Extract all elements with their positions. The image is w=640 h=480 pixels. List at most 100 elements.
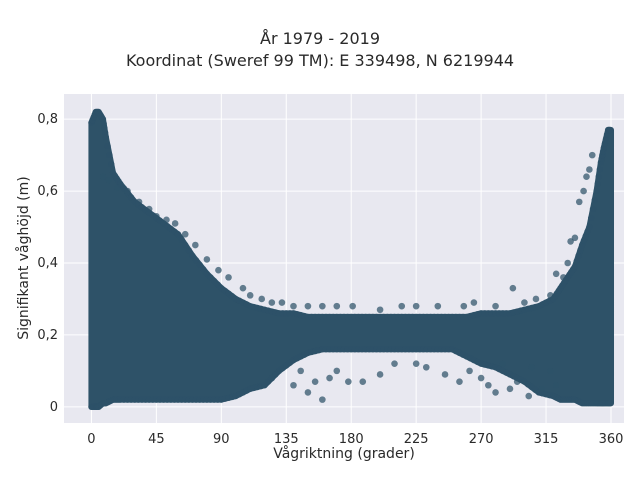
x-tick-label: 360 [599, 432, 624, 447]
data-point [108, 160, 115, 168]
data-point [492, 302, 499, 310]
data-point [412, 302, 420, 310]
data-point [567, 238, 574, 245]
x-tick-label: 135 [274, 432, 299, 447]
data-point [595, 173, 602, 180]
data-point [278, 299, 286, 306]
y-tick-label: 0,6 [37, 184, 58, 199]
data-point [591, 196, 598, 204]
data-point [290, 381, 297, 389]
data-point [571, 234, 579, 242]
data-point [589, 205, 597, 213]
data-point [547, 367, 554, 375]
data-point [127, 194, 135, 201]
data-point [104, 142, 111, 150]
data-point [203, 256, 211, 263]
y-tick-label: 0,4 [37, 256, 58, 271]
data-point [225, 274, 232, 281]
data-point [304, 389, 312, 396]
data-point [509, 284, 517, 292]
data-point [466, 367, 473, 375]
data-point [102, 133, 110, 141]
data-point [268, 299, 276, 306]
data-point [571, 263, 579, 270]
data-point [114, 184, 121, 191]
y-tick-label: 0,2 [37, 328, 58, 343]
data-point [181, 230, 189, 238]
data-point [398, 302, 406, 310]
data-point [192, 257, 200, 264]
y-tick-labels: 0 0,2 0,4 0,6 0,8 [37, 112, 58, 415]
x-tick-labels: 0 45 90 135 180 225 270 315 360 [87, 432, 623, 447]
data-point [586, 166, 593, 173]
data-point [485, 381, 492, 389]
data-point [583, 173, 590, 180]
data-point [552, 270, 560, 278]
data-point [593, 187, 600, 195]
x-tick-label: 270 [469, 432, 494, 447]
data-point [182, 241, 189, 249]
data-point [525, 392, 533, 400]
data-point [607, 126, 614, 134]
data-point [192, 241, 199, 249]
data-point [580, 187, 587, 195]
data-point [319, 302, 326, 310]
data-point [492, 389, 499, 396]
data-point [258, 295, 266, 303]
data-point [290, 302, 297, 310]
data-point [196, 261, 203, 268]
data-point [391, 360, 398, 367]
data-point [359, 378, 367, 385]
x-tick-label: 225 [404, 432, 429, 447]
y-axis-label: Signifikant våghöjd (m) [16, 176, 32, 340]
x-tick-label: 315 [534, 432, 559, 447]
data-point [304, 302, 312, 310]
data-point [412, 360, 420, 367]
data-point [171, 220, 179, 227]
data-point [319, 396, 326, 403]
data-point [268, 374, 276, 382]
data-points [99, 151, 596, 403]
data-point [99, 173, 107, 180]
data-point [521, 299, 528, 306]
data-point [422, 363, 430, 371]
data-point [215, 266, 222, 274]
data-point [560, 274, 567, 281]
data-point [564, 259, 572, 267]
data-point [105, 176, 113, 184]
data-point [456, 378, 463, 385]
data-point [145, 205, 153, 213]
x-tick-label: 0 [87, 432, 95, 447]
data-point [135, 198, 143, 206]
data-point [594, 180, 601, 188]
data-point [163, 216, 170, 224]
data-point [586, 223, 593, 231]
data-point [552, 381, 560, 389]
data-point [333, 302, 341, 310]
data-point [376, 371, 384, 378]
data-point [577, 247, 584, 254]
data-point [575, 252, 582, 260]
data-cloud [88, 108, 615, 411]
data-point [607, 400, 614, 407]
data-point [326, 374, 333, 382]
chart-title: År 1979 - 2019 [260, 29, 380, 48]
data-point [587, 214, 595, 222]
data-point [573, 257, 580, 265]
data-point [174, 231, 182, 238]
data-point [547, 292, 554, 299]
x-tick-label: 45 [148, 432, 165, 447]
y-tick-label: 0,8 [37, 112, 58, 127]
x-tick-label: 180 [339, 432, 364, 447]
data-point [349, 302, 356, 310]
data-point [528, 363, 535, 371]
data-point [506, 385, 514, 393]
data-point [575, 198, 583, 206]
y-tick-label: 0 [50, 400, 58, 415]
data-point [596, 166, 604, 173]
data-point [106, 151, 113, 159]
data-point [499, 360, 507, 367]
data-point [376, 306, 384, 314]
data-point [124, 187, 131, 195]
